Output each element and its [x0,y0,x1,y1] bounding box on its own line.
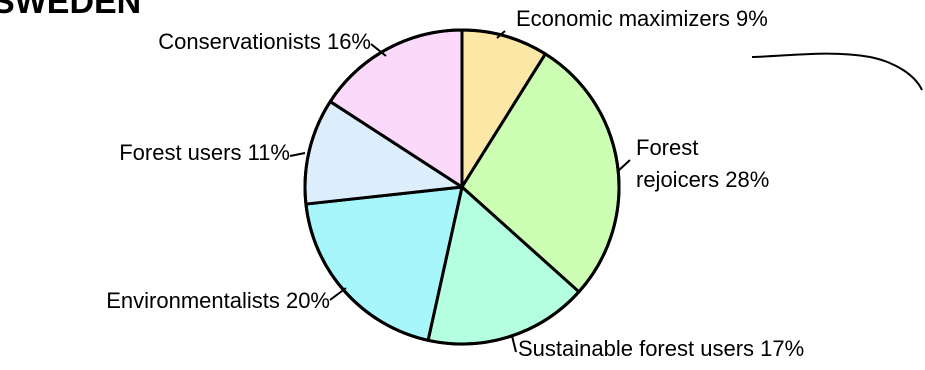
slice-label-5: Forest users 11% [119,140,290,165]
slice-label-6: Conservationists 16% [158,29,371,54]
slice-label-2: Forest rejoicers 28% [636,135,769,192]
slice-label-line: Forest users 11% [119,140,290,165]
slice-label-line: Forest [636,135,698,160]
leader-line-5 [289,152,306,157]
slice-label-line: rejoicers 28% [636,167,769,192]
leader-lines [289,30,631,353]
slice-label-1: Economic maximizers 9% [516,6,768,31]
leader-line-1 [496,30,506,39]
leader-line-3 [511,335,517,353]
slice-label-line: Sustainable forest users 17% [518,336,804,361]
pie-slices [303,28,621,346]
slice-label-3: Sustainable forest users 17% [518,336,804,361]
slice-label-line: Environmentalists 20% [106,288,330,313]
slice-label-4: Environmentalists 20% [106,288,330,313]
leader-line-6 [370,43,387,57]
leader-line-2 [616,159,631,173]
leader-line-4 [329,287,347,301]
decorative-curve [751,52,923,91]
header-text: SWEDEN [0,0,141,21]
slice-label-line: Conservationists 16% [158,29,371,54]
slice-labels: Economic maximizers 9% Forest rejoicers 28… [106,6,804,361]
slice-label-line: Economic maximizers 9% [516,6,768,31]
pie-outline [303,28,621,346]
